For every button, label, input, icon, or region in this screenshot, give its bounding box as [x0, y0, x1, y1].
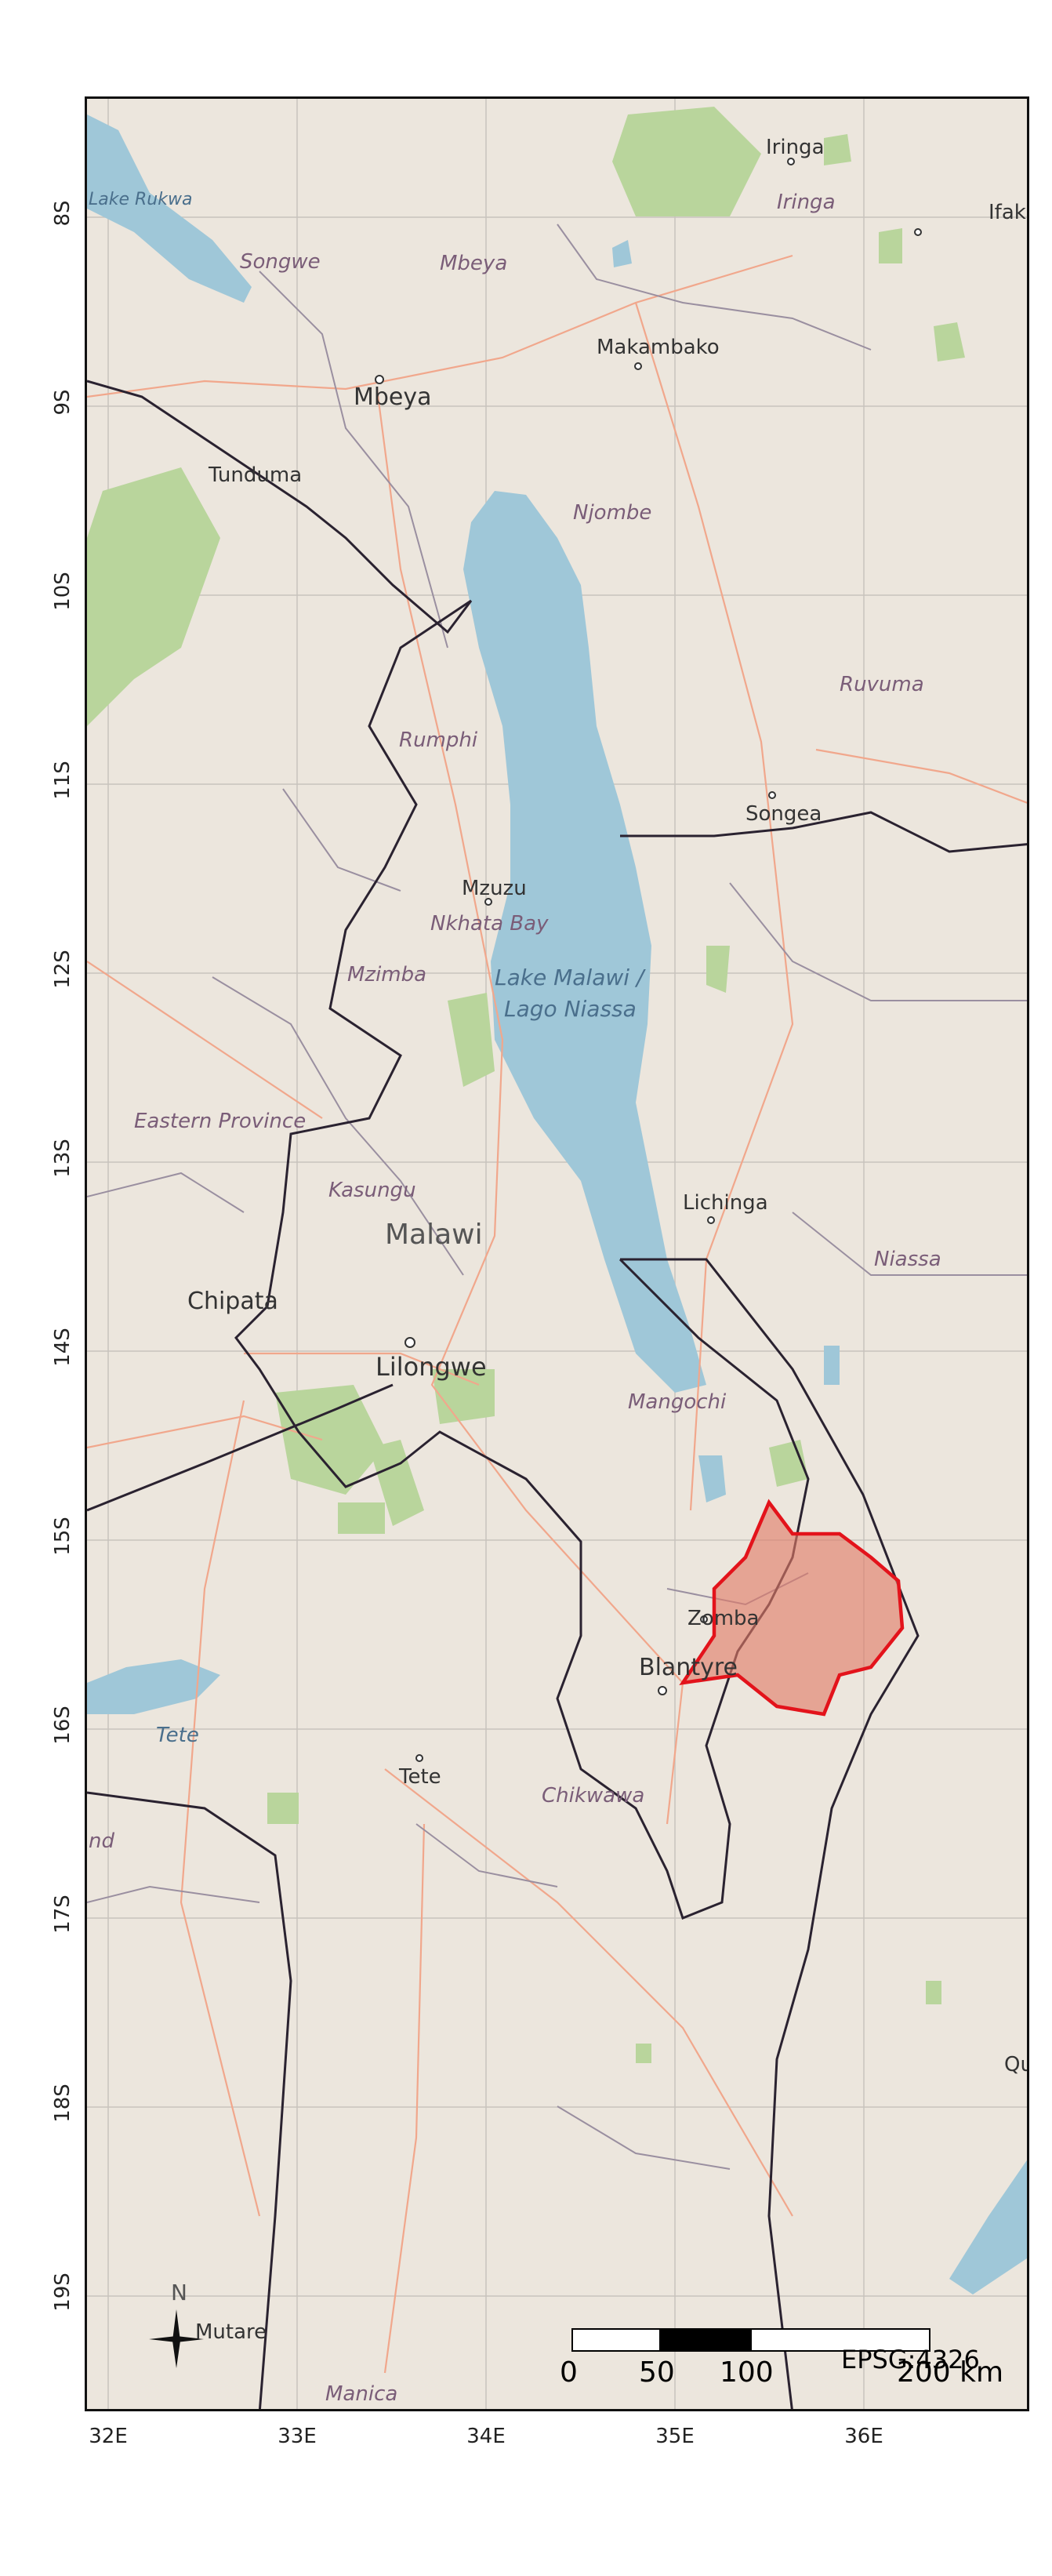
place-markers [375, 158, 922, 1762]
lat-label-8s: 8S [51, 200, 74, 227]
highlight-region [679, 1499, 905, 1717]
place-iringa: Iringa [766, 136, 825, 159]
lon-label-36e: 36E [844, 2425, 883, 2448]
north-label: N [171, 2280, 187, 2305]
place-mbeya: Mbeya [354, 383, 432, 411]
region-manica: Manica [325, 2382, 397, 2406]
place-ifaka: Ifaka [989, 201, 1029, 224]
lat-label-13s: 13S [51, 1139, 74, 1178]
region-rumphi: Rumphi [399, 728, 478, 752]
place-songea: Songea [745, 802, 822, 826]
region-iringa: Iringa [777, 191, 836, 214]
basemap: Iringa Ifaka Makambako Mbeya Tunduma Son… [87, 99, 1029, 2409]
lat-label-15s: 15S [51, 1517, 74, 1556]
region-mbeya: Mbeya [440, 252, 507, 275]
region-nd: nd [89, 1829, 114, 1853]
lat-label-16s: 16S [51, 1706, 74, 1745]
region-mangochi: Mangochi [628, 1390, 727, 1414]
lon-label-35e: 35E [655, 2425, 695, 2448]
lat-label-9s: 9S [51, 389, 74, 416]
scale-50: 50 [639, 2356, 675, 2389]
region-njombe: Njombe [573, 501, 651, 525]
admin-borders [87, 223, 1027, 2170]
lat-label-11s: 11S [51, 761, 74, 800]
water-lago-niassa: Lago Niassa [504, 996, 637, 1022]
place-zomba: Zomba [687, 1607, 759, 1630]
lon-label-33e: 33E [278, 2425, 317, 2448]
region-eastern-province: Eastern Province [134, 1110, 306, 1133]
place-qu: Qu [1004, 2053, 1029, 2076]
water-lake-rukwa: Lake Rukwa [89, 190, 192, 209]
place-blantyre: Blantyre [639, 1654, 738, 1681]
place-mutare: Mutare [195, 2320, 267, 2344]
place-makambako: Makambako [597, 336, 720, 359]
place-tunduma: Tunduma [208, 463, 302, 487]
region-songwe: Songwe [240, 250, 321, 274]
lat-label-17s: 17S [51, 1895, 74, 1934]
country-malawi: Malawi [385, 1219, 483, 1251]
water [87, 114, 1027, 2294]
place-chipata: Chipata [187, 1288, 278, 1315]
water-lake-malawi: Lake Malawi / [495, 965, 646, 990]
region-ruvuma: Ruvuma [840, 673, 924, 696]
region-chikwawa: Chikwawa [542, 1784, 644, 1808]
place-lichinga: Lichinga [683, 1191, 768, 1215]
lat-label-14s: 14S [51, 1328, 74, 1367]
roads [87, 254, 1027, 2374]
lat-label-12s: 12S [51, 950, 74, 989]
region-nkhata-bay: Nkhata Bay [430, 912, 549, 936]
lat-label-18s: 18S [51, 2084, 74, 2123]
map-frame: Iringa Ifaka Makambako Mbeya Tunduma Son… [85, 96, 1029, 2411]
lat-label-19s: 19S [51, 2273, 74, 2312]
graticule [87, 99, 1027, 2409]
lon-label-34e: 34E [466, 2425, 506, 2448]
parks [87, 107, 965, 2063]
place-tete: Tete [398, 1765, 441, 1789]
scale-100: 100 [720, 2356, 774, 2389]
scale-200km: 200 km [897, 2356, 1004, 2389]
north-arrow-icon: N [149, 2280, 204, 2368]
place-lilongwe: Lilongwe [375, 1352, 487, 1382]
place-mzuzu: Mzuzu [462, 877, 527, 900]
scale-0: 0 [560, 2356, 578, 2389]
region-niassa: Niassa [874, 1248, 941, 1271]
region-mzimba: Mzimba [347, 963, 426, 986]
lon-label-32e: 32E [89, 2425, 128, 2448]
water-tete: Tete [156, 1724, 199, 1747]
crs-label: EPSG:4326 [841, 2345, 980, 2374]
scale-bar [571, 2328, 930, 2352]
region-kasungu: Kasungu [328, 1179, 416, 1202]
lat-label-10s: 10S [51, 572, 74, 611]
